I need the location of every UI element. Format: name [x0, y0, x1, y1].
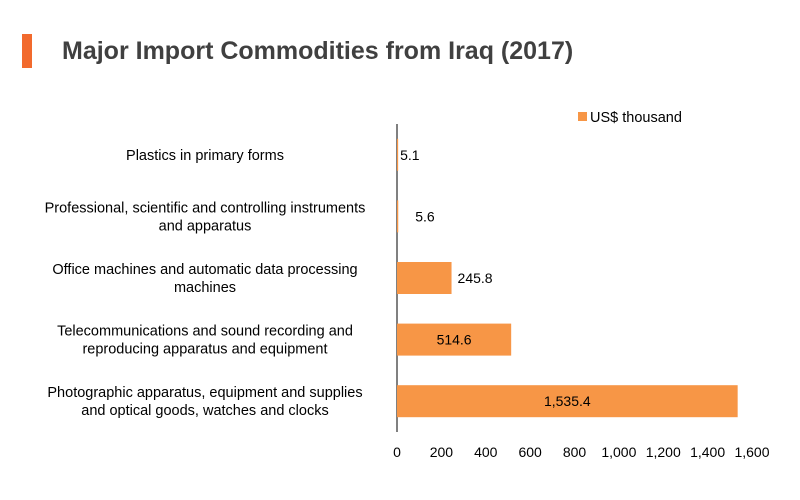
x-tick-label: 1,600: [734, 444, 769, 460]
category-label: Office machines and automatic data proce…: [52, 262, 357, 296]
category-label-line: reproducing apparatus and equipment: [82, 342, 327, 358]
x-tick-label: 1,200: [646, 444, 681, 460]
category-label-line: machines: [174, 280, 236, 296]
category-label-line: Photographic apparatus, equipment and su…: [47, 385, 362, 401]
x-tick-label: 0: [393, 444, 401, 460]
category-label: Photographic apparatus, equipment and su…: [47, 385, 362, 419]
category-label: Telecommunications and sound recording a…: [57, 324, 353, 358]
data-label: 245.8: [458, 270, 493, 286]
category-label-line: Telecommunications and sound recording a…: [57, 324, 353, 340]
category-label: Plastics in primary forms: [126, 148, 284, 164]
data-label: 5.1: [400, 147, 420, 163]
x-tick-label: 400: [474, 444, 498, 460]
x-tick-label: 800: [563, 444, 587, 460]
category-label-line: and apparatus: [159, 218, 252, 234]
x-tick-label: 600: [518, 444, 542, 460]
bar: [397, 385, 738, 418]
category-label-line: Plastics in primary forms: [126, 148, 284, 164]
bar: [397, 262, 452, 294]
legend-swatch: [578, 112, 587, 121]
legend-label: US$ thousand: [590, 110, 682, 126]
category-label-line: Office machines and automatic data proce…: [52, 262, 357, 278]
title-accent-bar: [22, 34, 32, 68]
category-label: Professional, scientific and controlling…: [45, 200, 366, 234]
bar: [397, 138, 399, 171]
data-label: 1,535.4: [544, 393, 591, 409]
data-label: 514.6: [437, 332, 472, 348]
x-tick-label: 1,400: [690, 444, 725, 460]
x-tick-label: 200: [430, 444, 454, 460]
chart-title: Major Import Commodities from Iraq (2017…: [62, 37, 574, 65]
data-label: 5.6: [415, 208, 435, 224]
bar: [397, 200, 399, 233]
x-tick-label: 1,000: [601, 444, 636, 460]
category-label-line: Professional, scientific and controlling…: [45, 200, 366, 216]
category-label-line: and optical goods, watches and clocks: [81, 403, 328, 419]
bar: [397, 323, 512, 356]
